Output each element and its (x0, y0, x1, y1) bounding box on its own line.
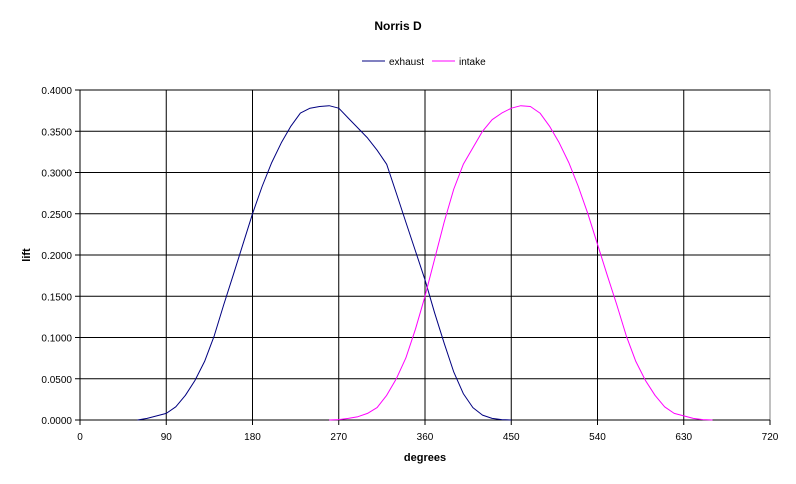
y-tick-label: 0.0000 (41, 416, 72, 427)
y-tick-label: 0.3000 (41, 169, 72, 180)
y-tick-label: 0.0500 (41, 375, 72, 386)
y-tick-label: 0.3500 (41, 127, 72, 138)
x-tick-label: 360 (417, 432, 434, 443)
y-tick-label: 0.4000 (41, 86, 72, 97)
series-line-intake (329, 105, 713, 421)
x-tick-label: 180 (244, 432, 261, 443)
x-tick-label: 630 (675, 432, 692, 443)
series-lines (137, 105, 713, 421)
chart-title: Norris D (374, 19, 422, 33)
x-tick-label: 450 (503, 432, 520, 443)
series-line-exhaust (137, 105, 512, 421)
y-tick-label: 0.2500 (41, 210, 72, 221)
x-tick-label: 270 (330, 432, 347, 443)
x-tick-label: 540 (589, 432, 606, 443)
x-tick-label: 0 (77, 432, 83, 443)
x-tick-labels: 0 90 180 270 360 450 540 630 720 (77, 432, 779, 443)
x-tick-label: 90 (161, 432, 173, 443)
y-tick-label: 0.1500 (41, 292, 72, 303)
legend-label-exhaust: exhaust (389, 57, 424, 68)
y-tick-label: 0.2000 (41, 251, 72, 262)
horizontal-gridlines (75, 89, 770, 421)
y-axis-title: lift (21, 248, 33, 262)
x-tick-label: 720 (762, 432, 779, 443)
legend: exhaust intake (362, 57, 486, 68)
y-tick-label: 0.1000 (41, 334, 72, 345)
y-tick-labels: 0.0000 0.0500 0.1000 0.1500 0.2000 0.2500 0.30… (41, 86, 72, 427)
x-axis-title: degrees (404, 452, 446, 464)
legend-label-intake: intake (459, 57, 486, 68)
